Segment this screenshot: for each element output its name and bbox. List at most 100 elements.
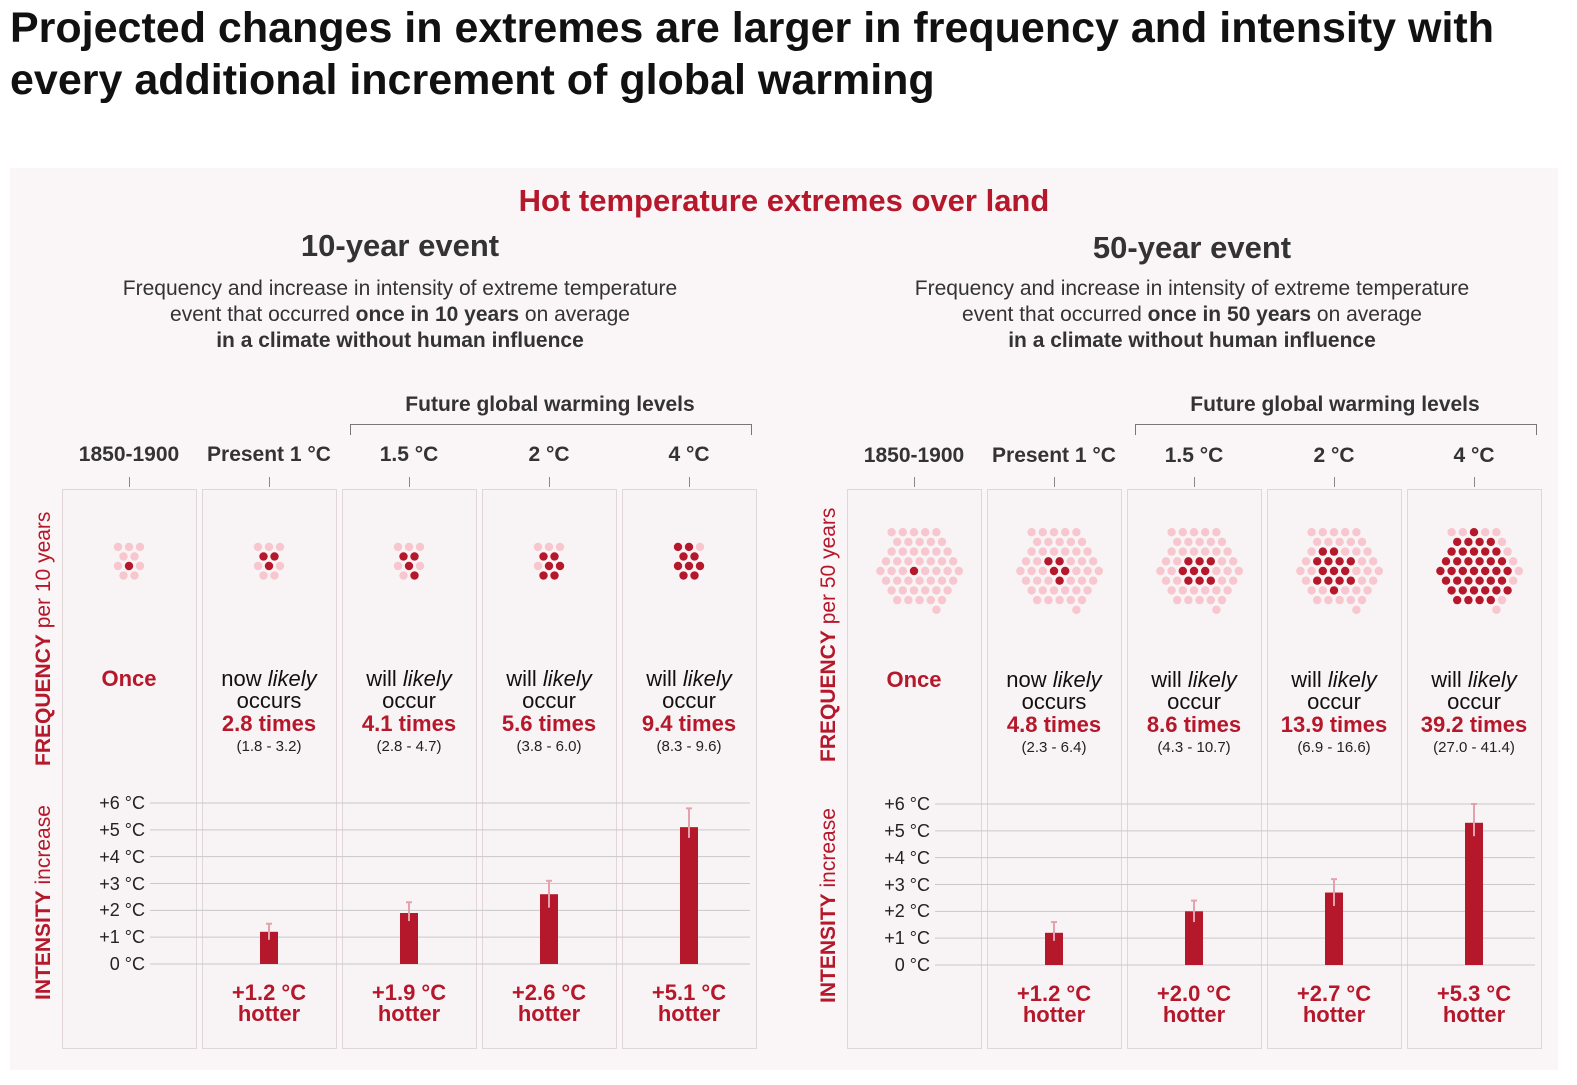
main-title: Projected changes in extremes are larger… (10, 4, 1494, 104)
frequency-dot-empty (393, 561, 403, 571)
event-title-50yr: 50-year event (1092, 230, 1292, 265)
frequency-dot-event (1189, 566, 1199, 576)
intensity-value-label: +5.3 °C hotter (1404, 983, 1544, 1026)
frequency-dot-empty (1341, 586, 1350, 595)
frequency-line1: will likely (619, 668, 759, 690)
frequency-dot-empty (533, 561, 543, 571)
frequency-line1: now likely (199, 668, 339, 690)
frequency-line1: will likely (1124, 669, 1264, 691)
frequency-dot-empty (1066, 576, 1076, 585)
frequency-dot-empty (415, 542, 425, 552)
frequency-dot-event (909, 566, 919, 576)
frequency-dot-event (1341, 566, 1350, 576)
frequency-dot-empty (887, 586, 896, 595)
frequency-dot-empty (1296, 566, 1305, 576)
frequency-dot-event (1178, 566, 1188, 576)
frequency-dot-event (1469, 547, 1479, 556)
frequency-dot-empty (1061, 547, 1070, 556)
frequency-dot-event (1475, 557, 1484, 566)
frequency-line1: now likely (984, 669, 1124, 691)
column-tick (914, 477, 915, 487)
y-tick-label: +6 °C (884, 794, 930, 814)
frequency-dot-empty (1458, 528, 1468, 537)
y-tick-label: +4 °C (99, 846, 145, 867)
frequency-dot-empty (932, 605, 941, 614)
frequency-range: (8.3 - 9.6) (656, 738, 722, 755)
frequency-dot-empty (1055, 537, 1064, 547)
frequency-dot-empty (1329, 528, 1339, 537)
frequency-dot-event (1049, 566, 1059, 576)
frequency-dot-event (1447, 566, 1456, 576)
frequency-dot-empty (1212, 547, 1221, 556)
frequency-dot-empty (915, 595, 924, 605)
frequency-line2: occurs (236, 688, 302, 713)
frequency-dot-empty (1212, 528, 1221, 537)
frequency-dot-event (1313, 576, 1322, 585)
frequency-dot-empty (904, 576, 913, 585)
frequency-dot-empty (1352, 566, 1361, 576)
frequency-dot-event (1184, 557, 1193, 566)
frequency-dot-empty (1318, 586, 1328, 595)
frequency-line2: occur (1167, 689, 1221, 714)
frequency-dot-empty (1341, 528, 1350, 537)
frequency-dot-empty (1173, 557, 1182, 566)
y-tick-label: +3 °C (99, 873, 145, 894)
frequency-dot-empty (926, 537, 935, 547)
frequency-times-value: 2.8 times (221, 711, 317, 736)
frequency-dot-event (1469, 586, 1479, 595)
frequency-times-value: 13.9 times (1280, 712, 1388, 737)
intensity-bar (680, 827, 698, 964)
frequency-dot-empty (1167, 586, 1176, 595)
frequency-dot-empty (1027, 528, 1036, 537)
frequency-label: Once (59, 668, 199, 690)
frequency-dot-event (1492, 566, 1501, 576)
frequency-dot-empty (1077, 537, 1087, 547)
frequency-dot-empty (555, 542, 565, 552)
frequency-dot-empty (1324, 537, 1333, 547)
frequency-dot-empty (1178, 528, 1188, 537)
frequency-dot-event (539, 571, 548, 580)
intensity-hotter: hotter (1162, 1002, 1226, 1027)
intensity-bar (260, 931, 278, 964)
frequency-dot-event (1486, 576, 1496, 585)
frequency-dot-empty (1223, 547, 1232, 556)
frequency-dot-empty (1083, 547, 1092, 556)
frequency-line1: will likely (339, 668, 479, 690)
intensity-hotter: hotter (237, 1001, 301, 1026)
column-tick (1334, 477, 1335, 487)
frequency-dot-empty (1021, 576, 1031, 585)
column-tick (689, 477, 690, 487)
intensity-bar (1045, 932, 1063, 965)
frequency-dot-event (124, 561, 134, 571)
frequency-line1: will likely (479, 668, 619, 690)
frequency-dot-empty (1324, 595, 1333, 605)
frequency-dot-event (1453, 557, 1462, 566)
intensity-hotter: hotter (517, 1001, 581, 1026)
frequency-dot-event (1492, 547, 1501, 556)
frequency-dot-empty (113, 542, 123, 552)
frequency-line1-likely: likely (1467, 667, 1517, 692)
intensity-value-label: +2.7 °C hotter (1264, 983, 1404, 1026)
frequency-dot-empty (275, 561, 285, 571)
frequency-dot-empty (915, 576, 924, 585)
frequency-dot-event (1195, 557, 1204, 566)
intensity-bar (540, 894, 558, 964)
frequency-dot-empty (1509, 557, 1518, 566)
frequency-line2: occur (1447, 689, 1501, 714)
frequency-dot-empty (1044, 595, 1053, 605)
y-tick-label: +6 °C (99, 793, 145, 813)
frequency-dot-event (1206, 576, 1216, 585)
frequency-dot-empty (1033, 595, 1042, 605)
chart-column-panel (847, 489, 982, 1049)
frequency-dot-empty (1184, 537, 1193, 547)
event-desc-50yr: Frequency and increase in intensity of e… (842, 276, 1542, 354)
y-tick-label: +1 °C (99, 927, 145, 948)
frequency-dot-event (1447, 586, 1456, 595)
frequency-line1-likely: likely (267, 666, 317, 691)
frequency-line1-likely: likely (1052, 667, 1102, 692)
frequency-dot-empty (1016, 566, 1025, 576)
frequency-dot-empty (954, 566, 963, 576)
frequency-dot-empty (1072, 605, 1081, 614)
frequency-dot-empty (1195, 537, 1204, 547)
frequency-dot-empty (1223, 566, 1232, 576)
